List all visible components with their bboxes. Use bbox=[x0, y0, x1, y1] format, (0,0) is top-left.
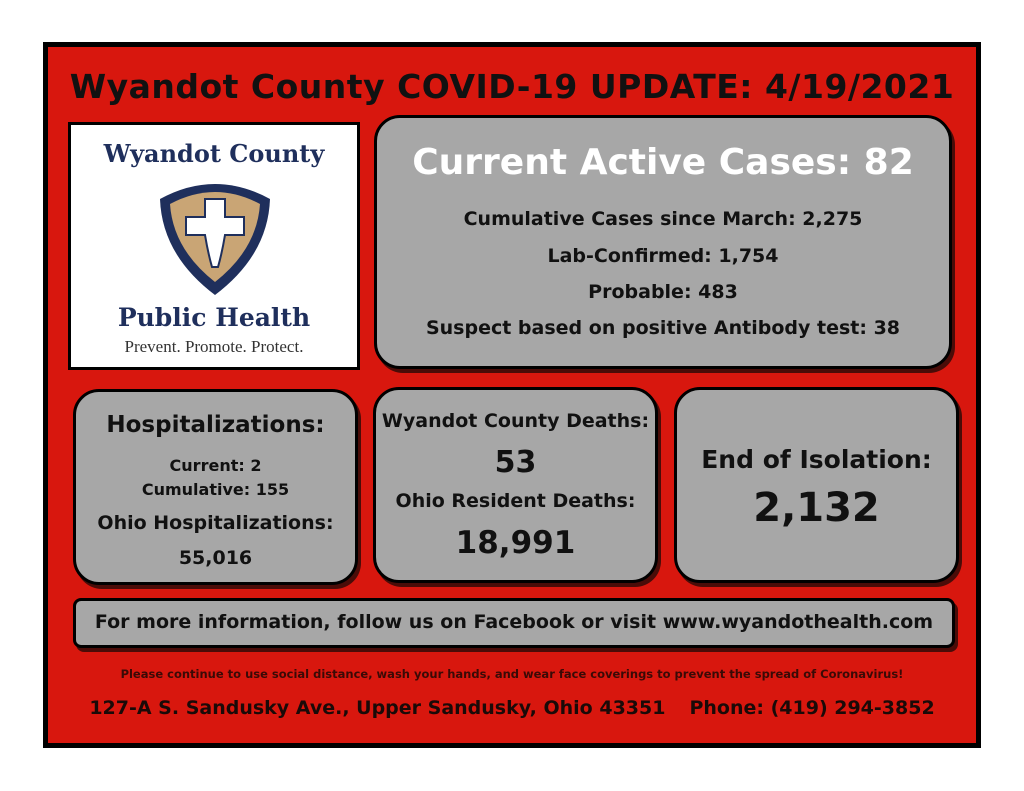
shield-cross-icon bbox=[160, 184, 270, 295]
ohio-deaths-label: Ohio Resident Deaths: bbox=[395, 490, 636, 512]
page-title: Wyandot County COVID-19 UPDATE: 4/19/202… bbox=[69, 67, 955, 106]
cumulative-cases: Cumulative Cases since March: 2,275 bbox=[463, 208, 863, 230]
probable-cases: Probable: 483 bbox=[588, 281, 738, 303]
ohio-hospitalizations-label: Ohio Hospitalizations: bbox=[97, 512, 334, 534]
reminder-text: Please continue to use social distance, … bbox=[120, 667, 904, 681]
county-deaths-value: 53 bbox=[494, 445, 537, 480]
ohio-deaths-value: 18,991 bbox=[455, 525, 576, 561]
logo-county-name: Wyandot County bbox=[103, 139, 325, 168]
info-text: For more information, follow us on Faceb… bbox=[94, 611, 934, 633]
county-deaths-label: Wyandot County Deaths: bbox=[381, 410, 650, 432]
active-cases-panel: Current Active Cases: 82 Cumulative Case… bbox=[374, 115, 952, 369]
flyer-frame: Wyandot County COVID-19 UPDATE: 4/19/202… bbox=[43, 42, 981, 748]
hospitalizations-current: Current: 2 bbox=[169, 456, 262, 475]
contact-line: 127-A S. Sandusky Ave., Upper Sandusky, … bbox=[48, 697, 976, 719]
isolation-label: End of Isolation: bbox=[701, 445, 932, 474]
hospitalizations-heading: Hospitalizations: bbox=[106, 412, 325, 438]
logo: Wyandot County Public Health Prevent. Pr… bbox=[68, 122, 360, 370]
phone: Phone: (419) 294-3852 bbox=[689, 697, 935, 719]
logo-public-health: Public Health bbox=[117, 303, 311, 332]
isolation-panel: End of Isolation: 2,132 bbox=[674, 387, 959, 583]
ohio-hospitalizations-value: 55,016 bbox=[178, 547, 253, 569]
suspect-cases: Suspect based on positive Antibody test:… bbox=[425, 317, 901, 339]
hospitalizations-panel: Hospitalizations: Current: 2 Cumulative:… bbox=[73, 389, 358, 585]
isolation-value: 2,132 bbox=[753, 485, 880, 531]
deaths-panel: Wyandot County Deaths: 53 Ohio Resident … bbox=[373, 387, 658, 583]
hospitalizations-cumulative: Cumulative: 155 bbox=[141, 480, 290, 499]
active-cases-headline: Current Active Cases: 82 bbox=[412, 142, 914, 183]
address: 127-A S. Sandusky Ave., Upper Sandusky, … bbox=[89, 697, 600, 719]
info-bar: For more information, follow us on Faceb… bbox=[73, 598, 955, 648]
lab-confirmed: Lab-Confirmed: 1,754 bbox=[547, 245, 779, 267]
zip-code: 43351 bbox=[599, 697, 666, 719]
logo-tagline: Prevent. Promote. Protect. bbox=[124, 337, 304, 356]
